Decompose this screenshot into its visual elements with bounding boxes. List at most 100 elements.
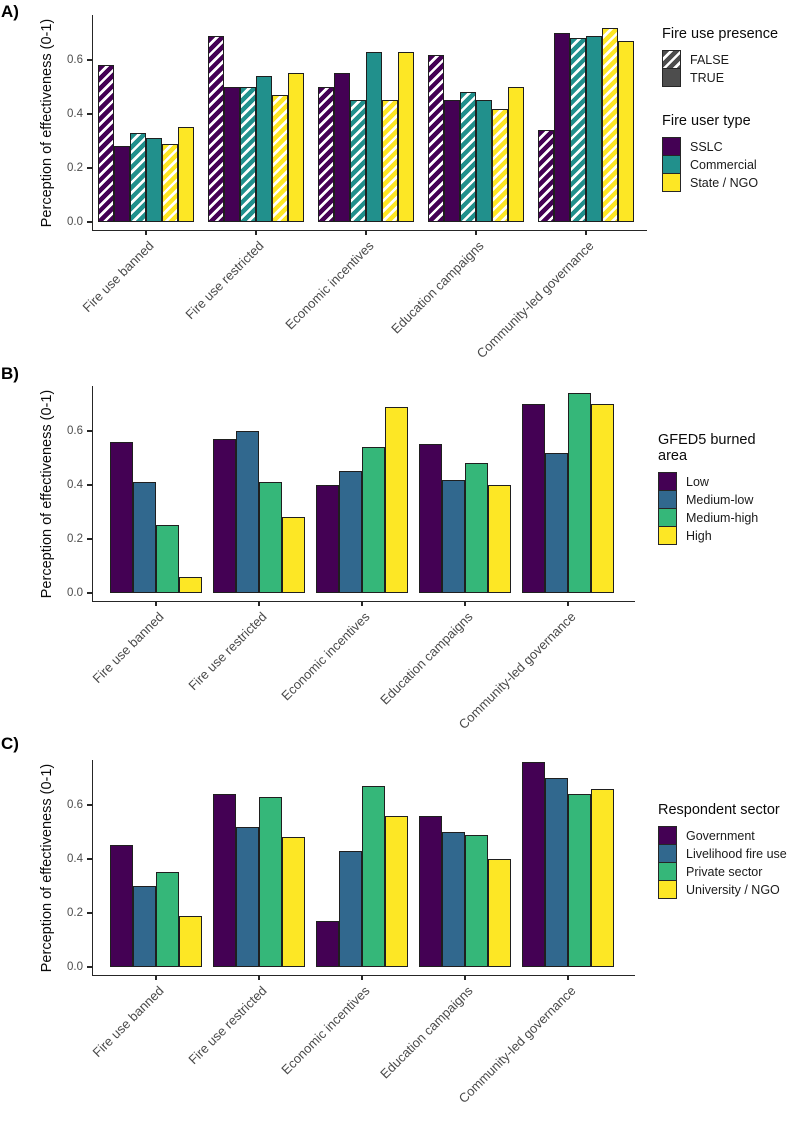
panel-b-y-axis-title: Perception of effectiveness (0-1): [39, 389, 55, 599]
y-tick-label: 0.6: [67, 425, 83, 437]
bar: [162, 144, 178, 222]
bar: [156, 872, 179, 967]
legend-item-label: SSLC: [690, 139, 723, 154]
bar: [460, 92, 476, 222]
bar: [591, 404, 614, 593]
bar: [570, 38, 586, 222]
bar: [282, 517, 305, 593]
legend-title: Fire user type: [662, 113, 751, 129]
legend-item-label: Medium-high: [686, 510, 759, 525]
legend-key-swatch: [662, 173, 681, 192]
bar: [488, 485, 511, 593]
legend-key-swatch: [658, 880, 677, 899]
bar: [288, 73, 304, 222]
bar: [259, 482, 282, 593]
legend-key-swatch: [658, 490, 677, 509]
bar: [114, 146, 130, 222]
legend-item-label: University / NGO: [686, 882, 780, 897]
bar: [568, 794, 591, 967]
bar: [350, 100, 366, 222]
bar: [236, 431, 259, 593]
bar: [398, 52, 414, 222]
bar: [419, 816, 442, 967]
legend-group: Fire use presence FALSE TRUE: [662, 26, 778, 87]
legend-item-label: Livelihood fire user: [686, 846, 787, 861]
bar: [602, 28, 618, 222]
legend-title: Respondent sector: [658, 802, 780, 818]
bar: [586, 36, 602, 222]
bar-group: [318, 52, 414, 222]
x-tick: [585, 230, 587, 235]
panel-a-plot-area: 0.0 0.2 0.4 0.6 Fire use banned Fire use rest…: [67, 15, 647, 361]
legend-item: SSLC: [662, 137, 778, 156]
bar: [98, 65, 114, 222]
y-tick-label: 0.4: [67, 853, 83, 865]
y-tick-label: 0.4: [67, 108, 83, 120]
bar-group: [208, 36, 304, 222]
bar: [133, 886, 156, 967]
x-tick: [258, 975, 260, 980]
legend-key-swatch: [658, 472, 677, 491]
bar: [133, 482, 156, 593]
bar: [522, 404, 545, 593]
bar: [419, 444, 442, 593]
legend-item: Commercial: [662, 155, 778, 174]
bar: [545, 778, 568, 967]
x-tick: [365, 230, 367, 235]
bar: [591, 789, 614, 967]
bar: [382, 100, 398, 222]
legend-item: Private sector: [658, 862, 787, 881]
bar: [465, 835, 488, 967]
bar: [538, 130, 554, 222]
bar-group: [110, 845, 202, 967]
x-axis-label: Fire use banned: [89, 609, 167, 687]
legend-item: University / NGO: [658, 880, 787, 899]
legend-key-swatch: [662, 50, 681, 69]
legend-title: Fire use presence: [662, 26, 779, 42]
bar-group: [316, 786, 408, 967]
y-tick: [87, 484, 93, 486]
bar: [362, 786, 385, 967]
bar: [179, 916, 202, 967]
legend-item-label: Low: [686, 474, 709, 489]
bar: [236, 827, 259, 967]
panel-c-y-axis-title: Perception of effectiveness (0-1): [39, 763, 55, 973]
legend-key-swatch: [662, 155, 681, 174]
bar-group: [419, 444, 511, 593]
legend-key-swatch: [658, 862, 677, 881]
legend-title: GFED5 burned area: [658, 432, 756, 464]
bar: [554, 33, 570, 222]
bar: [339, 471, 362, 593]
panel-b-label: B): [1, 364, 19, 383]
bar: [208, 36, 224, 222]
legend-item: Low: [658, 472, 787, 491]
y-tick-label: 0.6: [67, 799, 83, 811]
legend-key-swatch: [658, 844, 677, 863]
panel-b-legend: GFED5 burned area Low Medium-low Medium-hig…: [658, 432, 787, 545]
x-axis-label: Fire use restricted: [185, 609, 270, 694]
bar: [110, 845, 133, 967]
x-tick: [155, 601, 157, 606]
y-tick: [87, 430, 93, 432]
x-tick: [155, 975, 157, 980]
y-tick: [87, 59, 93, 61]
bar: [316, 485, 339, 593]
y-tick-label: 0.4: [67, 479, 83, 491]
bar: [240, 87, 256, 222]
y-tick: [87, 221, 93, 223]
legend-item-label: Private sector: [686, 864, 763, 879]
legend-group: Fire user type SSLC Commercial State / NGO: [662, 113, 778, 192]
y-tick: [87, 538, 93, 540]
y-tick: [87, 113, 93, 115]
bar: [213, 794, 236, 967]
legend-item: Medium-high: [658, 508, 787, 527]
x-tick: [361, 975, 363, 980]
x-tick: [567, 601, 569, 606]
panel-c-plot-area: 0.0 0.2 0.4 0.6 Fire use banned Fire use rest…: [67, 760, 635, 1106]
bar: [385, 816, 408, 967]
x-tick: [255, 230, 257, 235]
panel-a-y-axis-title: Perception of effectiveness (0-1): [39, 18, 55, 228]
panel-b-plot-area: 0.0 0.2 0.4 0.6 Fire use banned Fire use rest…: [67, 386, 635, 732]
legend-item: Medium-low: [658, 490, 787, 509]
legend-item: High: [658, 526, 787, 545]
